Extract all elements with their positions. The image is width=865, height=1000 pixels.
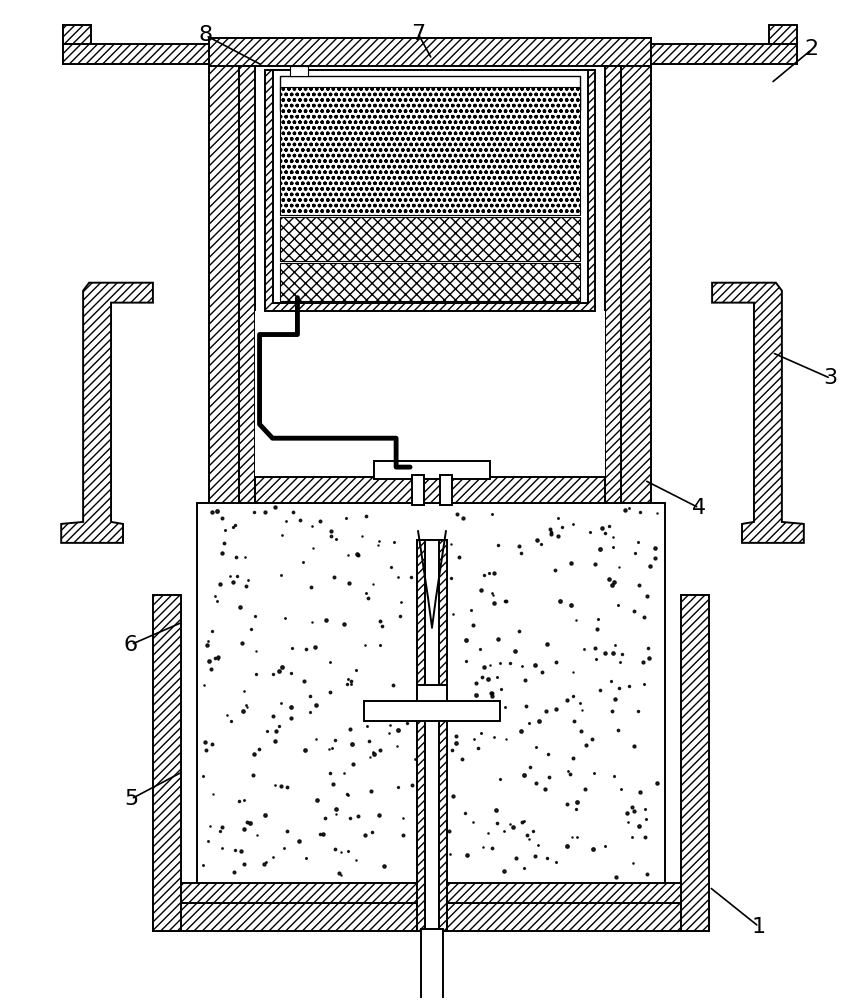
Text: 1: 1: [752, 917, 766, 937]
Polygon shape: [712, 283, 804, 543]
Bar: [375, 461, 490, 479]
Text: 4: 4: [692, 498, 706, 518]
Bar: [208, 38, 651, 66]
Bar: [208, 38, 239, 595]
Bar: [769, 25, 797, 44]
Bar: [440, 475, 452, 505]
Bar: [651, 44, 797, 64]
Bar: [621, 38, 651, 595]
Bar: [421, 929, 443, 1000]
Bar: [439, 540, 447, 931]
Bar: [417, 540, 447, 931]
Bar: [417, 685, 447, 701]
Bar: [280, 87, 580, 215]
Text: 2: 2: [804, 39, 819, 59]
Text: 8: 8: [199, 25, 213, 45]
Bar: [254, 477, 606, 503]
Bar: [63, 25, 91, 44]
Bar: [291, 66, 309, 76]
Bar: [153, 903, 709, 931]
Bar: [181, 883, 682, 903]
Bar: [63, 44, 208, 64]
Bar: [364, 701, 500, 721]
Text: 5: 5: [124, 789, 138, 809]
Bar: [272, 70, 587, 303]
Bar: [239, 66, 254, 595]
Polygon shape: [61, 283, 153, 543]
Bar: [181, 503, 682, 883]
Bar: [280, 76, 580, 110]
Bar: [254, 303, 606, 477]
Bar: [254, 311, 606, 477]
Bar: [606, 66, 621, 595]
Bar: [153, 595, 181, 931]
Bar: [682, 595, 709, 931]
Bar: [280, 263, 580, 301]
Bar: [272, 70, 587, 303]
Bar: [254, 575, 606, 595]
Bar: [280, 217, 580, 261]
Bar: [265, 70, 595, 311]
Bar: [417, 540, 425, 931]
Bar: [412, 475, 424, 505]
Bar: [196, 503, 665, 883]
Text: 7: 7: [411, 24, 425, 44]
Text: 3: 3: [823, 368, 838, 388]
Text: 6: 6: [124, 635, 138, 655]
